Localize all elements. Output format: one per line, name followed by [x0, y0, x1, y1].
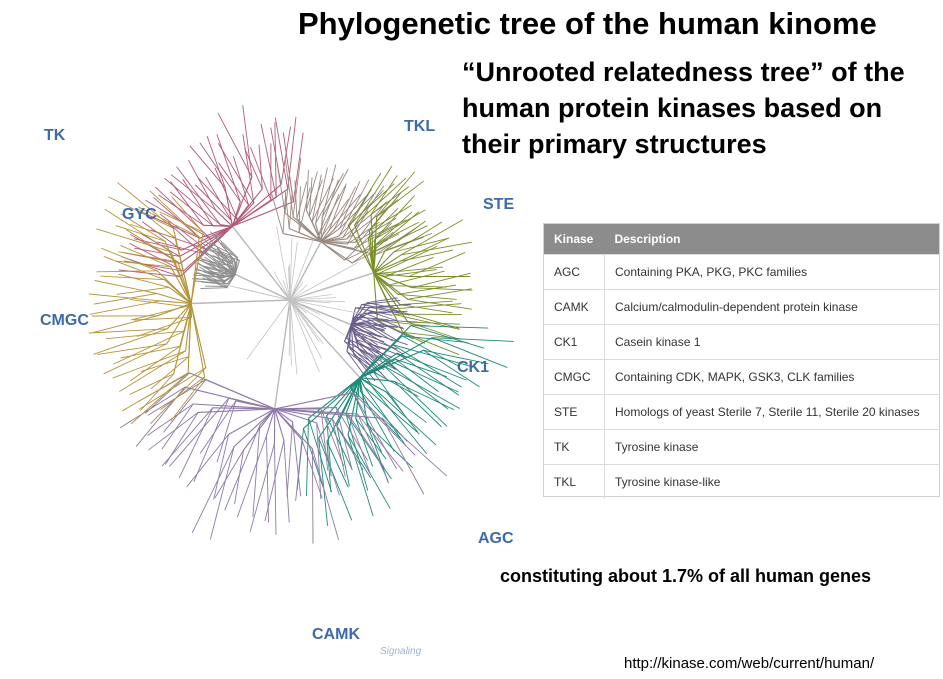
kinase-cell: CMGC — [544, 359, 605, 395]
table-row: CMGC Containing CDK, MAPK, GSK3, CLK fam… — [544, 359, 939, 395]
kinase-cell: TKL — [544, 464, 605, 499]
description-cell: Containing PKA, PKG, PKC families — [604, 254, 939, 290]
clade-label-tkl: TKL — [404, 118, 436, 135]
kinase-cell: CAMK — [544, 289, 605, 325]
table-row: CAMK Calcium/calmodulin-dependent protei… — [544, 289, 939, 325]
table-row: TK Tyrosine kinase — [544, 429, 939, 465]
description-cell: Tyrosine kinase-like — [604, 464, 939, 499]
kinase-cell: AGC — [544, 254, 605, 290]
clade-label-gyc: GYC — [122, 206, 157, 223]
table-header-row: Kinase Description — [544, 224, 939, 255]
kinase-table: Kinase Description AGC Containing PKA, P… — [544, 224, 939, 499]
table-row: CK1 Casein kinase 1 — [544, 324, 939, 360]
table-row: TKL Tyrosine kinase-like — [544, 464, 939, 499]
kinase-cell: TK — [544, 429, 605, 465]
signaling-watermark: Signaling — [380, 646, 422, 657]
kinase-cell: STE — [544, 394, 605, 430]
clade-label-camk: CAMK — [312, 626, 360, 643]
tree-branches — [88, 105, 514, 544]
clade-label-cmgc: CMGC — [40, 312, 89, 329]
description-cell: Casein kinase 1 — [604, 324, 939, 360]
kinase-cell: CK1 — [544, 324, 605, 360]
footnote-text: constituting about 1.7% of all human gen… — [500, 566, 872, 586]
clade-label-agc: AGC — [478, 530, 514, 547]
description-cell: Calcium/calmodulin-dependent protein kin… — [604, 289, 939, 325]
kinome-tree-diagram — [88, 105, 514, 544]
clade-label-ck1: CK1 — [457, 359, 490, 376]
slide-title: Phylogenetic tree of the human kinome — [298, 6, 877, 41]
header-kinase: Kinase — [554, 232, 594, 246]
description-cell: Containing CDK, MAPK, GSK3, CLK families — [604, 359, 939, 395]
table-row: AGC Containing PKA, PKG, PKC families — [544, 254, 939, 290]
source-url: http://kinase.com/web/current/human/ — [624, 655, 875, 672]
kinase-group-table: Kinase Description AGC Containing PKA, P… — [543, 223, 940, 499]
clade-label-ste: STE — [483, 196, 515, 213]
description-cell: Homologs of yeast Sterile 7, Sterile 11,… — [604, 394, 939, 430]
header-description: Description — [614, 232, 681, 246]
slide-subtitle: “Unrooted relatedness tree” of the human… — [462, 57, 905, 159]
clade-label-tk: TK — [44, 127, 66, 144]
description-cell: Tyrosine kinase — [604, 429, 939, 465]
table-row: STE Homologs of yeast Sterile 7, Sterile… — [544, 394, 939, 430]
